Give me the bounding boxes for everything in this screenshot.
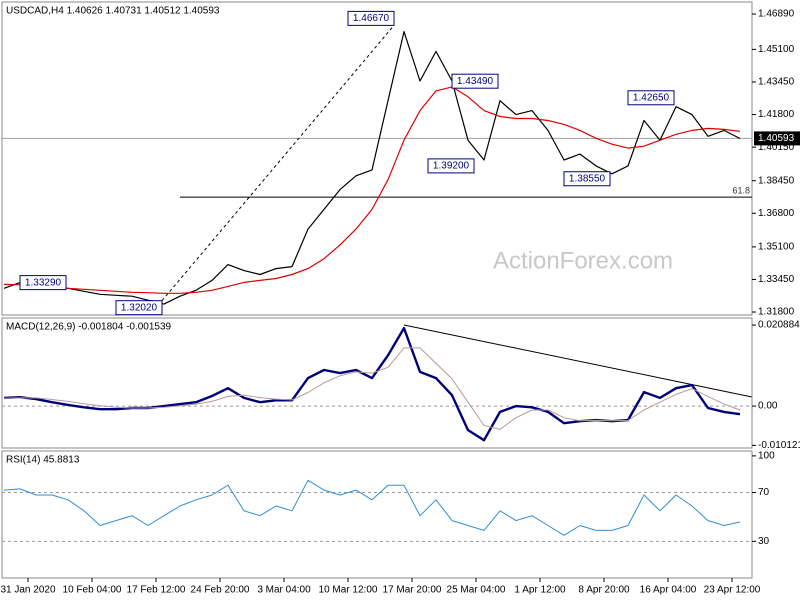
y-tick-label: 1.46890 [758,9,795,20]
trend-dashed [161,25,395,302]
annotation-label: 1.32020 [121,302,158,313]
fibo-label: 61.8 [732,185,750,195]
x-tick-label: 10 Mar 12:00 [319,585,378,596]
macd-trendline [403,324,753,398]
series-line [3,31,741,305]
y-tick-label: 0.00 [758,401,778,412]
annotation-box [427,158,475,174]
annotation-box [627,90,675,106]
y-tick-label: 100 [758,451,775,462]
y-tick-label: -0.010121 [758,440,800,451]
y-tick-label: 1.45100 [758,44,795,55]
panel-title: USDCAD,H4 1.40626 1.40731 1.40512 1.4059… [6,6,220,17]
y-tick-label: 1.41800 [758,109,795,120]
y-tick-label: 1.36800 [758,208,795,219]
x-tick-label: 24 Feb 20:00 [191,585,250,596]
annotation-label: 1.43490 [457,76,494,87]
y-tick-label: 70 [758,487,770,498]
annotation-box [451,73,499,89]
x-tick-label: 1 Apr 12:00 [514,585,566,596]
y-tick-label: 1.38450 [758,175,795,186]
annotation-label: 1.33290 [25,277,62,288]
annotation-box [115,300,163,316]
y-tick-label: 1.31800 [758,307,795,318]
annotation-label: 1.46670 [353,13,390,24]
x-tick-label: 25 Mar 04:00 [447,585,506,596]
annotation-box [347,10,395,26]
panel-frame [1,450,753,579]
panel-frame [1,1,753,316]
series-line [3,86,741,294]
x-tick-label: 10 Feb 04:00 [63,585,122,596]
x-tick-label: 31 Jan 2020 [0,585,55,596]
y-tick-label: 1.33450 [758,274,795,285]
annotation-label: 1.38550 [569,173,606,184]
annotation-label: 1.42650 [633,92,670,103]
y-tick-label: 1.43450 [758,77,795,88]
series-line [3,347,741,430]
x-tick-label: 16 Apr 04:00 [640,585,697,596]
panel-title: RSI(14) 45.8813 [6,455,80,466]
y-tick-label: 0.020884 [758,320,800,331]
annotation-box [563,171,611,187]
panel-frame [1,317,753,449]
last-price-box [754,131,800,146]
y-tick-label: 1.40150 [758,142,795,153]
x-tick-label: 8 Apr 20:00 [578,585,630,596]
y-tick-label: 30 [758,536,770,547]
annotation-box [19,275,67,291]
watermark: ActionForex.com [493,247,673,274]
x-tick-label: 3 Mar 04:00 [257,585,311,596]
series-line [3,479,741,536]
annotation-label: 1.39200 [433,161,470,172]
x-tick-label: 17 Feb 12:00 [127,585,186,596]
x-tick-label: 17 Mar 20:00 [383,585,442,596]
x-tick-label: 23 Apr 12:00 [704,585,761,596]
y-tick-label: 1.35100 [758,242,795,253]
last-price-label: 1.40593 [758,133,795,144]
panel-title: MACD(12,26,9) -0.001804 -0.001539 [6,322,172,333]
